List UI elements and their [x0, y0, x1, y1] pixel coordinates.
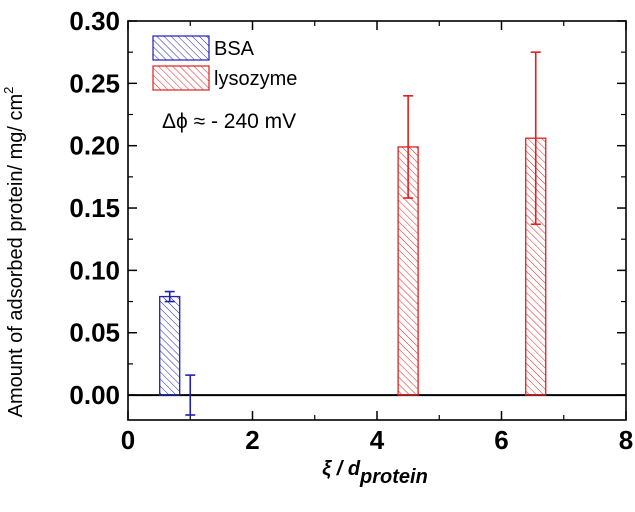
legend-label-lysozyme: lysozyme: [214, 68, 297, 90]
y-tick-label: 0.00: [69, 380, 120, 410]
x-axis-label-subscript: protein: [359, 466, 428, 488]
y-axis-title: Amount of adsorbed protein/ mg/ cm2: [1, 87, 27, 418]
y-axis-label-superscript: 2: [1, 87, 16, 94]
x-tick-label: 0: [121, 425, 135, 455]
y-tick-label: 0.10: [69, 255, 120, 285]
x-axis-title: ξ / dprotein: [322, 458, 428, 488]
y-tick-label: 0.15: [69, 193, 120, 223]
svg-text:Amount of adsorbed protein/ mg: Amount of adsorbed protein/ mg/ cm2: [1, 87, 27, 418]
x-tick-label: 8: [619, 425, 633, 455]
legend: BSA lysozyme: [152, 35, 297, 91]
y-axis-label: Amount of adsorbed protein/ mg/ cm: [5, 94, 27, 418]
plot-area: 0.00 0.05 0.10 0.15 0.20 0.25 0.30 0 2 4 6 8: [69, 6, 633, 455]
y-tick-label: 0.05: [69, 318, 120, 348]
y-tick-label: 0.30: [69, 6, 120, 36]
bar: [159, 295, 181, 396]
legend-swatch-lysozyme: [152, 65, 210, 91]
x-axis-label: ξ / d: [322, 458, 361, 480]
svg-text:ξ / dprotein: ξ / dprotein: [322, 458, 428, 488]
x-tick-label: 6: [494, 425, 508, 455]
y-tick-label: 0.25: [69, 68, 120, 98]
x-tick-label: 2: [245, 425, 259, 455]
y-tick-label: 0.20: [69, 131, 120, 161]
potential-annotation: Δϕ ≈ - 240 mV: [162, 110, 296, 133]
x-tick-label: 4: [370, 425, 385, 455]
legend-label-bsa: BSA: [214, 38, 255, 60]
legend-swatch-bsa: [152, 35, 210, 61]
